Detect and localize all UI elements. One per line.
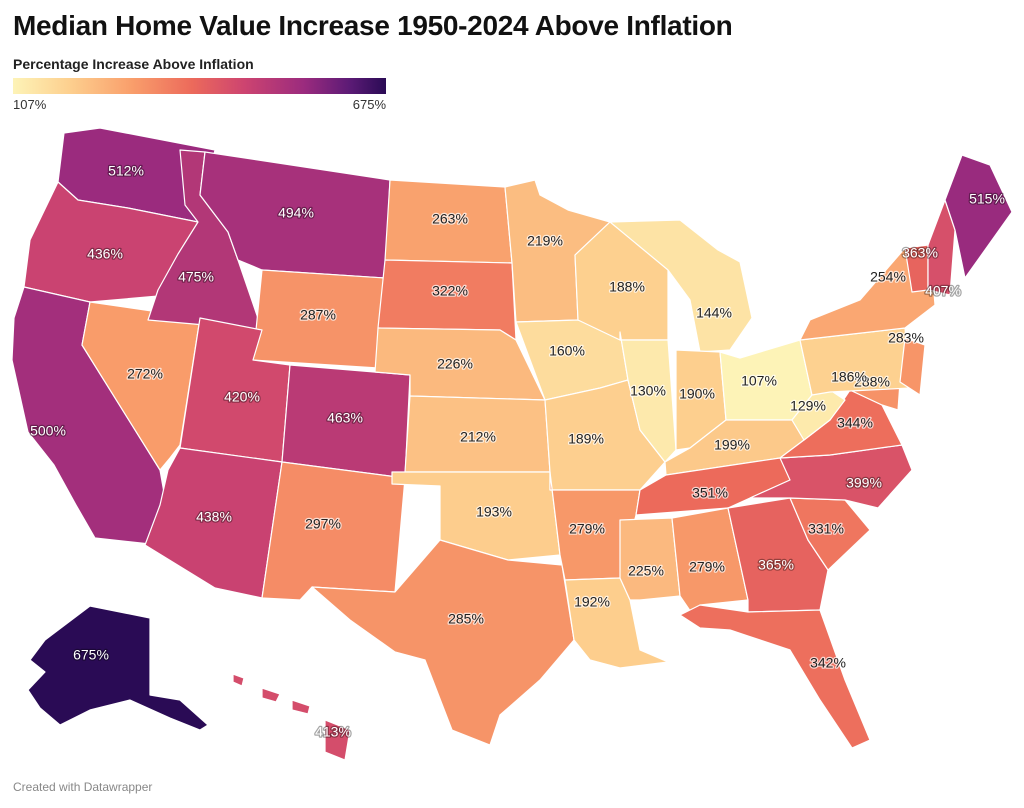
state-labels: 675% 515% 512% 500% 494% 475% 463% 438% 436% 420%… [29, 161, 1006, 741]
state-label-or: 436% [87, 246, 123, 262]
state-label-nj: 283% [888, 330, 924, 346]
state-label-ut: 420% [224, 389, 260, 405]
state-shapes [11, 127, 1013, 761]
state-label-nv: 272% [127, 366, 163, 382]
state-label-ky: 199% [714, 437, 750, 453]
state-label-hi: 413% [315, 724, 351, 740]
state-label-wv: 129% [790, 398, 826, 414]
legend-labels: 107% 675% [13, 97, 388, 115]
state-hi[interactable] [261, 687, 281, 703]
state-label-co: 463% [327, 410, 363, 426]
state-label-ok: 193% [476, 504, 512, 520]
state-label-il: 130% [630, 383, 666, 399]
state-label-wa: 512% [108, 163, 144, 179]
legend-title: Percentage Increase Above Inflation [13, 56, 254, 72]
state-label-ia: 160% [549, 343, 585, 359]
state-label-ks: 212% [460, 429, 496, 445]
state-label-id: 475% [178, 269, 214, 285]
state-label-fl: 342% [810, 655, 846, 671]
state-label-sc: 331% [808, 521, 844, 537]
state-label-pa: 186% [831, 369, 867, 385]
legend-max-label: 675% [352, 97, 386, 112]
map-title: Median Home Value Increase 1950-2024 Abo… [13, 10, 733, 41]
color-legend: Percentage Increase Above Inflation 107%… [13, 56, 388, 115]
state-ak[interactable] [27, 605, 209, 731]
state-label-oh: 107% [741, 373, 777, 389]
state-label-tn: 351% [692, 485, 728, 501]
state-label-tx: 285% [448, 611, 484, 627]
state-label-nm: 297% [305, 516, 341, 532]
state-hi[interactable] [324, 719, 351, 761]
state-label-me: 515% [969, 191, 1005, 207]
state-label-ak: 675% [73, 647, 109, 663]
state-label-ar: 279% [569, 521, 605, 537]
state-label-ms: 225% [628, 563, 664, 579]
state-label-nc: 399% [846, 475, 882, 491]
state-label-mi: 144% [696, 305, 732, 321]
state-label-wi: 188% [609, 279, 645, 295]
state-label-md: 288% [854, 374, 890, 390]
state-nh[interactable] [927, 199, 956, 296]
legend-gradient-bar [13, 78, 386, 94]
state-tx[interactable] [311, 539, 575, 746]
state-label-in: 190% [679, 386, 715, 402]
state-label-ny: 254% [870, 269, 906, 285]
state-label-nh: 407% [925, 283, 961, 299]
state-label-vt: 363% [902, 245, 938, 261]
state-label-ca: 500% [30, 423, 66, 439]
state-il[interactable] [619, 331, 677, 463]
legend-min-label: 107% [13, 97, 47, 112]
state-label-ne: 226% [437, 356, 473, 372]
state-me[interactable] [944, 154, 1013, 279]
state-label-mo: 189% [568, 431, 604, 447]
state-ms[interactable] [619, 517, 681, 601]
state-mi[interactable] [609, 219, 753, 353]
state-hi[interactable] [291, 699, 311, 715]
state-fl[interactable] [679, 604, 871, 749]
state-label-mn: 219% [527, 233, 563, 249]
state-label-az: 438% [196, 509, 232, 525]
state-hi[interactable] [232, 673, 245, 687]
state-label-mt: 494% [278, 205, 314, 221]
state-label-va: 344% [837, 415, 873, 431]
state-label-nd: 263% [432, 211, 468, 227]
state-label-wy: 287% [300, 307, 336, 323]
credit-line: Created with Datawrapper [13, 780, 153, 794]
state-label-la: 192% [574, 594, 610, 610]
state-label-al: 279% [689, 559, 725, 575]
state-label-ga: 365% [758, 557, 794, 573]
state-label-sd: 322% [432, 283, 468, 299]
state-nj[interactable] [899, 337, 926, 396]
